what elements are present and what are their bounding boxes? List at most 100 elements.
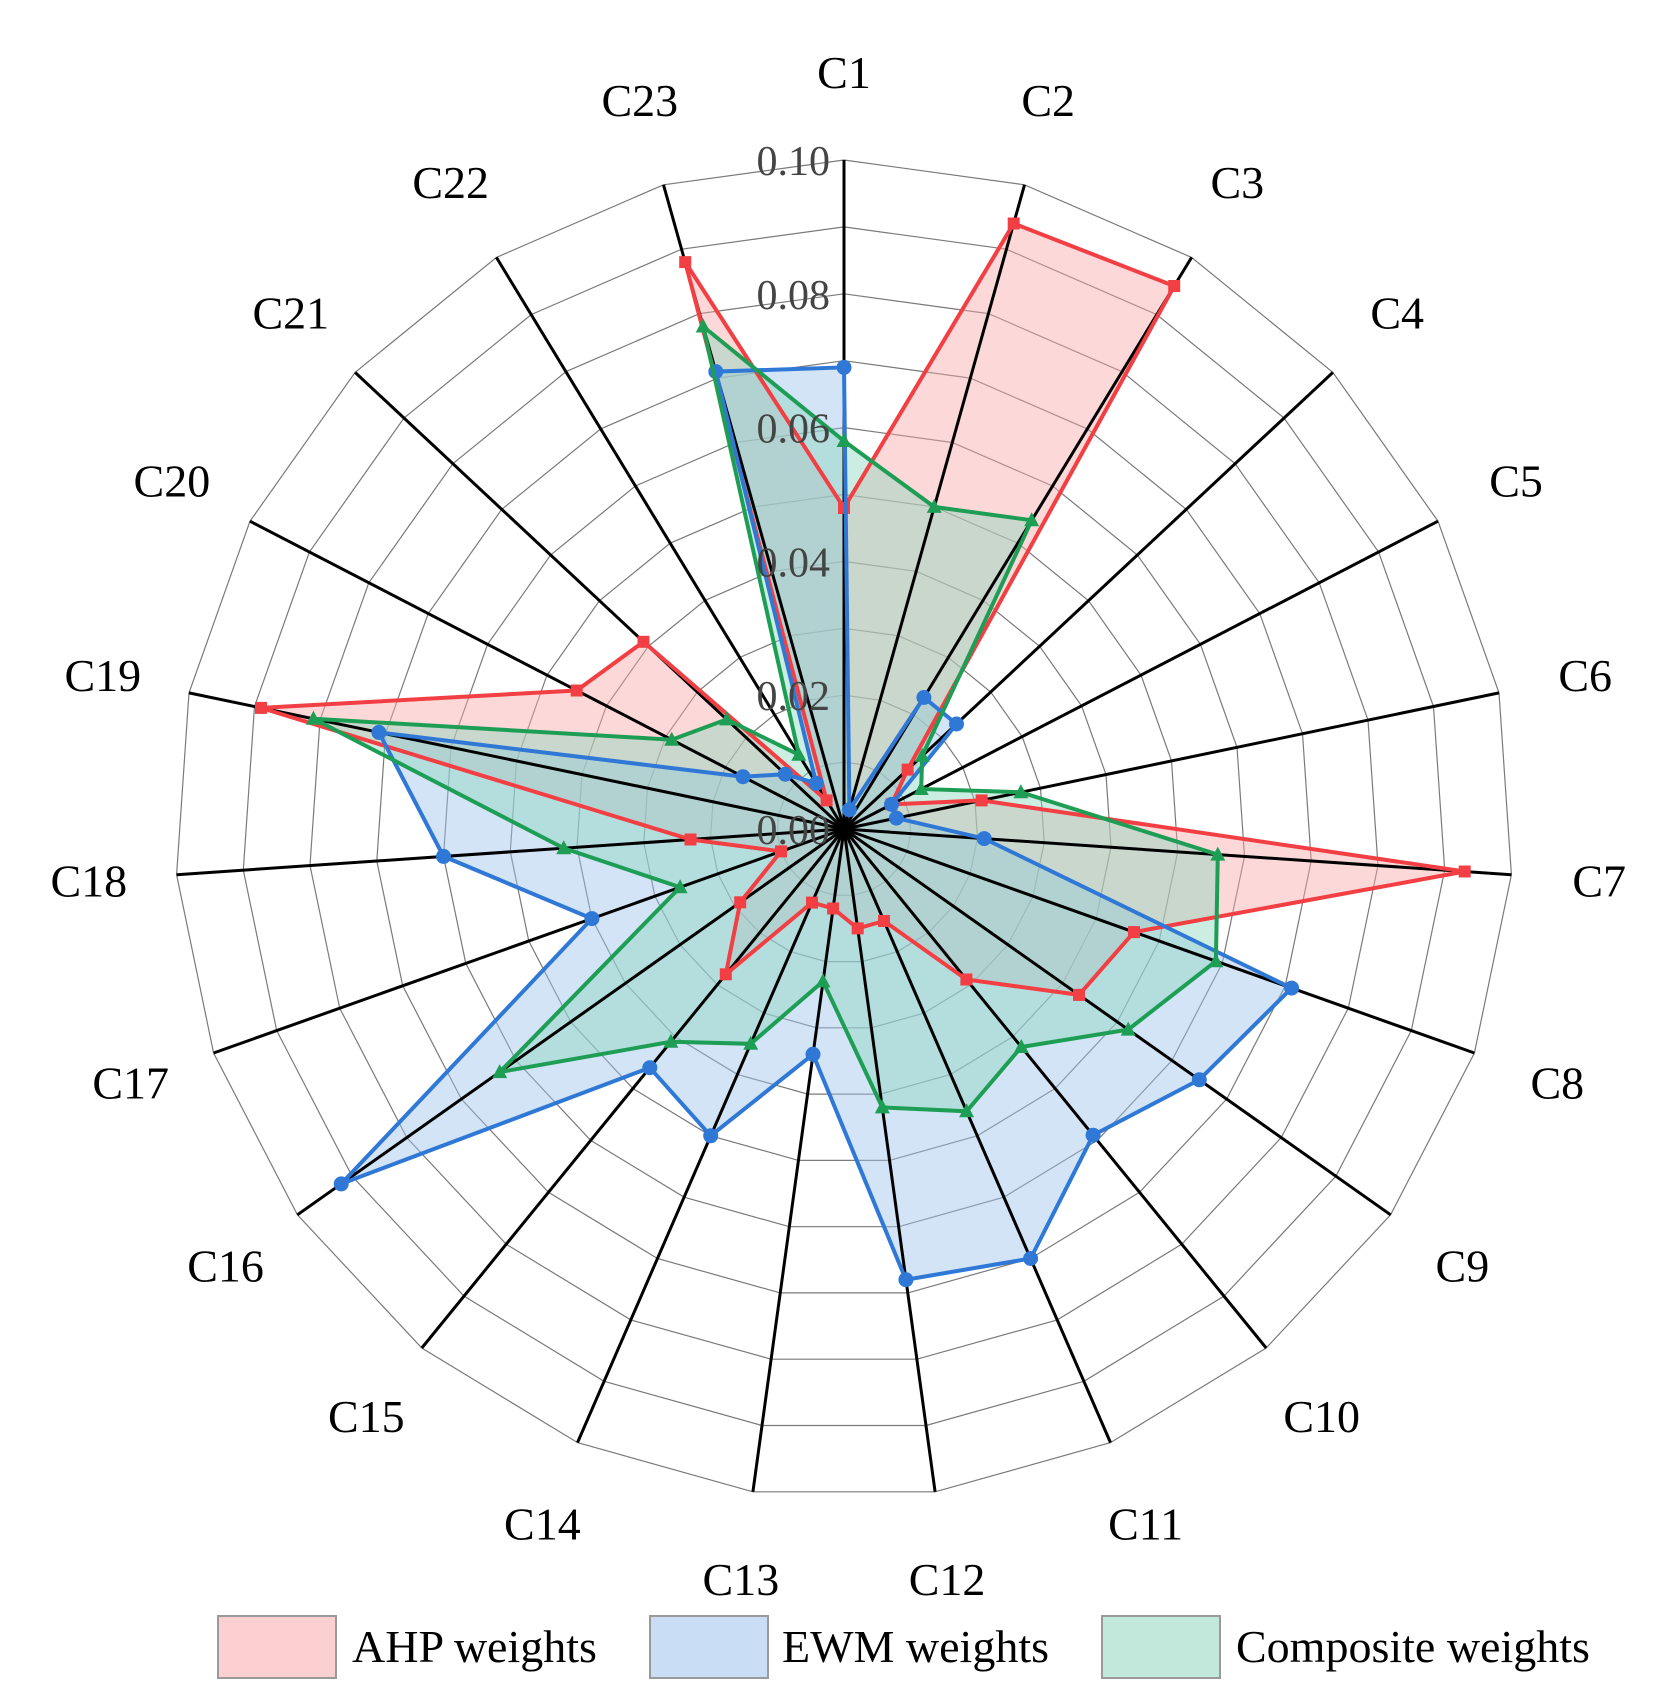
data-point	[664, 731, 680, 746]
spoke-c17	[213, 827, 845, 1055]
series-3	[305, 318, 1226, 1118]
data-point	[874, 1099, 890, 1114]
category-label-c13: C13	[703, 1554, 780, 1605]
data-point	[1085, 1127, 1101, 1143]
legend-label-2: EWM weights	[782, 1621, 1049, 1672]
data-point	[703, 1128, 719, 1144]
data-point	[808, 775, 824, 791]
data-point	[719, 968, 732, 981]
category-labels: C1 C2 C3 C4 C5 C6 C7 C8 C9 C10 C11 C12 C13 C14 C15 C16 C…	[50, 47, 1626, 1605]
data-point	[695, 318, 711, 333]
category-label-c17: C17	[92, 1058, 169, 1109]
data-point	[1007, 217, 1020, 230]
spoke-c10	[842, 828, 1268, 1349]
category-label-c15: C15	[328, 1391, 405, 1442]
data-point	[913, 781, 929, 795]
data-point	[735, 769, 751, 785]
radar-spokes	[176, 160, 1512, 1493]
data-point	[556, 840, 572, 855]
grid-ring	[509, 493, 1179, 1162]
spoke-c12	[842, 828, 937, 1493]
data-point	[775, 845, 787, 858]
category-label-c19: C19	[64, 650, 141, 701]
category-label-c8: C8	[1530, 1058, 1584, 1109]
tick-label: 0.00	[757, 808, 831, 854]
data-point	[719, 711, 735, 726]
category-label-c22: C22	[412, 157, 489, 208]
tick-label: 0.06	[757, 407, 831, 453]
data-point	[976, 831, 992, 847]
category-label-c7: C7	[1572, 856, 1626, 907]
spoke-c9	[843, 827, 1392, 1217]
data-point	[1208, 953, 1224, 968]
data-point	[333, 1176, 349, 1192]
spoke-c6	[843, 691, 1500, 831]
tick-label: 0.10	[757, 139, 831, 185]
data-point	[975, 794, 988, 807]
data-point	[841, 802, 857, 818]
data-point	[642, 1060, 658, 1076]
data-point	[851, 922, 864, 935]
data-point	[637, 635, 650, 648]
data-point	[836, 433, 852, 447]
data-point	[960, 973, 973, 986]
grid-ring	[376, 360, 1312, 1294]
category-label-c5: C5	[1489, 456, 1543, 507]
data-point	[1284, 980, 1300, 996]
series-fill-1	[261, 223, 1465, 995]
data-point	[734, 896, 747, 909]
spoke-c7	[843, 827, 1512, 877]
tick-label: 0.02	[757, 674, 831, 720]
data-point	[926, 498, 942, 513]
data-point	[663, 1033, 679, 1048]
category-label-c21: C21	[252, 287, 329, 338]
grid-ring	[175, 159, 1513, 1493]
category-label-c12: C12	[909, 1554, 986, 1605]
data-point	[1120, 1021, 1136, 1036]
grid-ring	[309, 293, 1379, 1360]
spoke-c18	[176, 827, 845, 877]
legend-swatch-1	[217, 1615, 337, 1679]
data-point	[371, 724, 387, 740]
spoke-c19	[188, 691, 845, 831]
tick-label: 0.08	[757, 273, 831, 319]
spoke-c22	[495, 256, 846, 830]
data-point	[1210, 846, 1226, 861]
spoke-c5	[843, 519, 1439, 831]
spoke-c11	[842, 828, 1112, 1444]
data-point	[884, 796, 899, 812]
grid-ring	[242, 226, 1446, 1427]
data-point	[1023, 1251, 1039, 1266]
data-point	[1013, 1039, 1029, 1053]
series-fill-3	[313, 326, 1218, 1112]
data-point	[570, 684, 583, 697]
grid-ring	[709, 694, 979, 963]
tick-label: 0.04	[757, 540, 831, 586]
legend-swatch-2	[649, 1615, 769, 1679]
data-point	[836, 359, 852, 375]
data-point	[492, 1064, 508, 1079]
data-point	[679, 256, 692, 269]
category-label-c14: C14	[504, 1498, 581, 1549]
category-label-c20: C20	[134, 456, 211, 507]
radial-tick-labels: 0.00 0.02 0.04 0.06 0.08 0.10	[757, 139, 831, 854]
category-label-c1: C1	[817, 47, 871, 98]
series-2	[333, 359, 1300, 1288]
category-label-c11: C11	[1108, 1498, 1183, 1549]
data-point	[1168, 280, 1181, 292]
category-label-c23: C23	[601, 75, 678, 126]
legend-swatch-3	[1101, 1615, 1221, 1679]
data-point	[1128, 926, 1140, 939]
data-point	[777, 766, 793, 782]
grid-ring	[776, 761, 912, 896]
data-point	[827, 902, 840, 915]
data-point	[815, 973, 831, 988]
category-label-c9: C9	[1436, 1241, 1490, 1292]
category-label-c18: C18	[50, 856, 127, 907]
data-point	[805, 1046, 821, 1062]
category-label-c4: C4	[1370, 287, 1424, 338]
spoke-c13	[751, 828, 846, 1493]
grid-ring	[442, 426, 1246, 1228]
legend-label-1: AHP weights	[352, 1621, 597, 1672]
